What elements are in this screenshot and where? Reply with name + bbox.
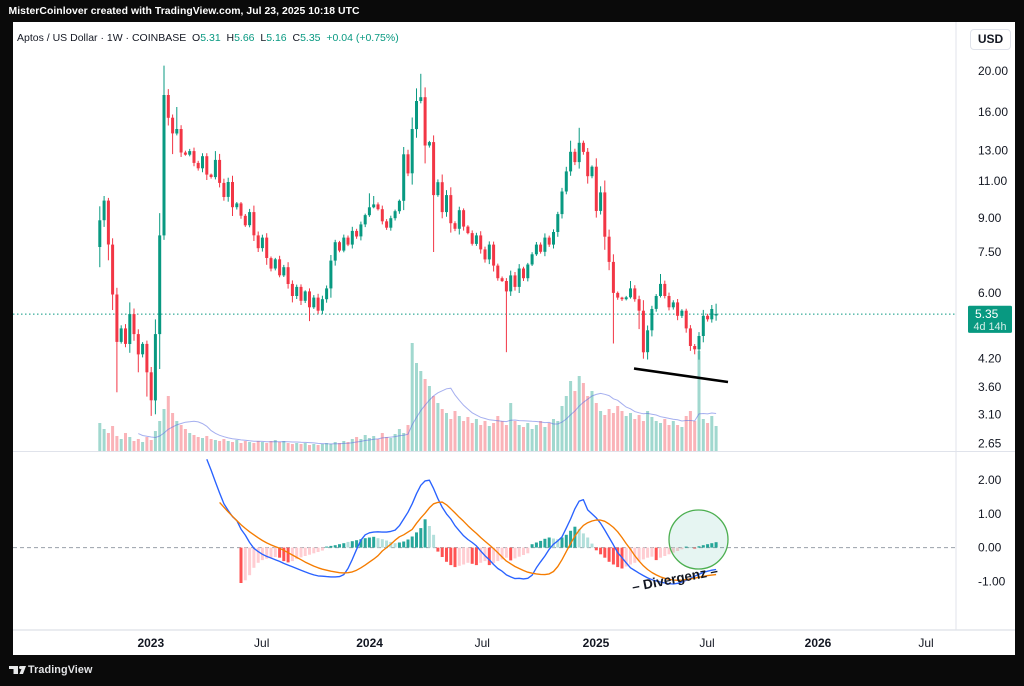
- svg-text:Jul: Jul: [254, 636, 269, 650]
- svg-text:-1.00: -1.00: [978, 574, 1006, 588]
- svg-text:2025: 2025: [583, 636, 610, 650]
- svg-text:2.65: 2.65: [978, 437, 1002, 451]
- svg-text:1.00: 1.00: [978, 507, 1002, 521]
- svg-text:4d 14h: 4d 14h: [974, 321, 1007, 333]
- svg-text:4.20: 4.20: [978, 352, 1002, 366]
- svg-text:20.00: 20.00: [978, 64, 1008, 78]
- svg-text:6.00: 6.00: [978, 286, 1002, 300]
- svg-text:16.00: 16.00: [978, 105, 1008, 119]
- svg-text:3.10: 3.10: [978, 408, 1002, 422]
- svg-text:2.00: 2.00: [978, 473, 1002, 487]
- svg-text:5.35: 5.35: [975, 307, 999, 321]
- svg-text:13.00: 13.00: [978, 143, 1008, 157]
- svg-text:Jul: Jul: [918, 636, 933, 650]
- svg-text:– Divergenz –: – Divergenz –: [631, 563, 720, 594]
- svg-text:2026: 2026: [805, 636, 832, 650]
- svg-text:3.60: 3.60: [978, 380, 1002, 394]
- svg-text:0.00: 0.00: [978, 541, 1002, 555]
- svg-text:2023: 2023: [137, 636, 164, 650]
- svg-text:11.00: 11.00: [978, 174, 1007, 188]
- svg-text:2024: 2024: [356, 636, 383, 650]
- svg-text:9.00: 9.00: [978, 211, 1002, 225]
- svg-text:Jul: Jul: [475, 636, 490, 650]
- svg-text:Jul: Jul: [699, 636, 714, 650]
- svg-text:7.50: 7.50: [978, 245, 1002, 259]
